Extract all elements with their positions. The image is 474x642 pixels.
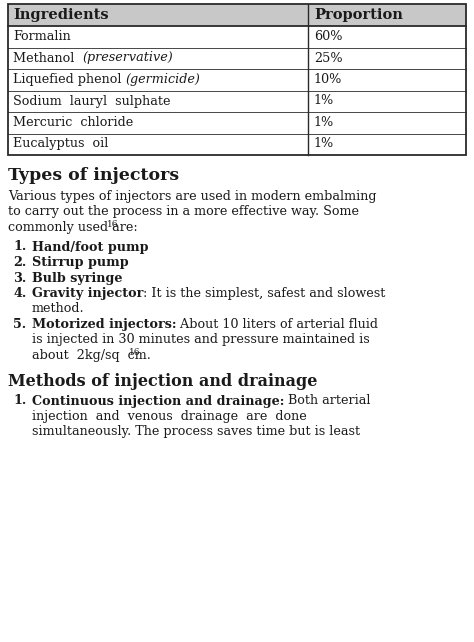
Text: : It is the simplest, safest and slowest: : It is the simplest, safest and slowest	[143, 287, 386, 300]
Text: Continuous injection and drainage:: Continuous injection and drainage:	[32, 394, 284, 408]
Text: Formalin: Formalin	[13, 30, 71, 43]
Text: Types of injectors: Types of injectors	[8, 167, 179, 184]
Text: 25%: 25%	[314, 51, 343, 64]
Text: is injected in 30 minutes and pressure maintained is: is injected in 30 minutes and pressure m…	[32, 333, 370, 347]
Text: Mercuric  chloride: Mercuric chloride	[13, 116, 133, 129]
Bar	[8, 4, 466, 155]
Text: Methods of injection and drainage: Methods of injection and drainage	[8, 372, 318, 390]
Text: 3.: 3.	[13, 272, 26, 284]
Text: Gravity injector: Gravity injector	[32, 287, 143, 300]
Text: about  2kg/sq  cm.: about 2kg/sq cm.	[32, 349, 151, 362]
Text: 2.: 2.	[13, 256, 26, 269]
Text: 4.: 4.	[13, 287, 26, 300]
Text: 1.: 1.	[13, 241, 26, 254]
Text: Stirrup pump: Stirrup pump	[32, 256, 128, 269]
Text: Various types of injectors are used in modern embalming: Various types of injectors are used in m…	[8, 190, 376, 203]
Text: 5.: 5.	[13, 318, 26, 331]
Text: Motorized injectors:: Motorized injectors:	[32, 318, 176, 331]
Text: Liquefied phenol: Liquefied phenol	[13, 73, 126, 86]
Text: 1%: 1%	[314, 94, 334, 107]
Text: Bulb syringe: Bulb syringe	[32, 272, 122, 284]
Text: 60%: 60%	[314, 30, 343, 43]
Bar	[8, 4, 466, 26]
Text: Eucalyptus  oil: Eucalyptus oil	[13, 137, 109, 150]
Text: About 10 liters of arterial fluid: About 10 liters of arterial fluid	[176, 318, 379, 331]
Text: Proportion: Proportion	[314, 8, 403, 22]
Text: (preservative): (preservative)	[82, 51, 173, 64]
Text: method.: method.	[32, 302, 85, 315]
Text: 16: 16	[107, 220, 118, 229]
Text: 16: 16	[129, 348, 141, 357]
Text: 1%: 1%	[314, 116, 334, 129]
Text: to carry out the process in a more effective way. Some: to carry out the process in a more effec…	[8, 205, 359, 218]
Text: (germicide): (germicide)	[126, 73, 201, 86]
Text: Methanol: Methanol	[13, 51, 82, 64]
Text: Hand/foot pump: Hand/foot pump	[32, 241, 148, 254]
Text: Ingredients: Ingredients	[13, 8, 109, 22]
Text: 10%: 10%	[314, 73, 342, 86]
Text: 1.: 1.	[13, 394, 26, 408]
Text: 1%: 1%	[314, 137, 334, 150]
Text: simultaneously. The process saves time but is least: simultaneously. The process saves time b…	[32, 426, 360, 438]
Text: commonly used are:: commonly used are:	[8, 221, 138, 234]
Text: Both arterial: Both arterial	[284, 394, 371, 408]
Text: injection  and  venous  drainage  are  done: injection and venous drainage are done	[32, 410, 307, 423]
Text: Sodium  lauryl  sulphate: Sodium lauryl sulphate	[13, 94, 171, 107]
